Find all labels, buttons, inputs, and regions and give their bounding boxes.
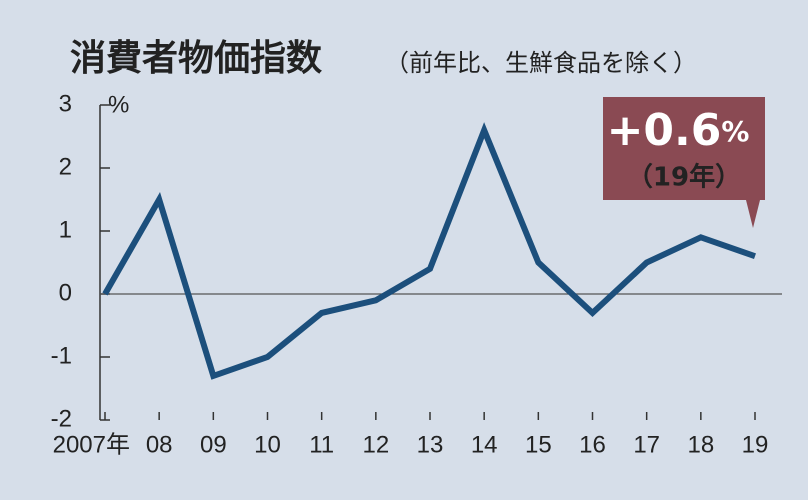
callout-note: （19年） (627, 162, 741, 193)
x-tick-label: 19 (742, 431, 769, 458)
x-tick-label: 10 (254, 431, 281, 458)
y-tick-label: 2 (59, 153, 72, 180)
x-tick-label: 11 (309, 431, 334, 458)
x-tick-label: 08 (146, 431, 173, 458)
y-tick-label: 3 (59, 90, 72, 117)
data-line (102, 122, 756, 380)
chart-subtitle: （前年比、生鮮食品を除く） (385, 49, 697, 77)
x-tick-label: 14 (471, 431, 498, 458)
x-tick-label: 2007年 (53, 431, 130, 458)
y-tick-label: 0 (59, 279, 72, 306)
x-tick-label: 17 (633, 431, 660, 458)
callout-box (603, 97, 765, 228)
callout-number: +0.6 (607, 105, 722, 156)
chart-title: 消費者物価指数 (70, 38, 322, 79)
y-tick-label: -2 (51, 405, 72, 432)
x-tick-label: 18 (687, 431, 714, 458)
x-tick-label: 16 (579, 431, 606, 458)
y-tick-label: 1 (59, 216, 72, 243)
y-tick-label: -1 (51, 342, 72, 369)
x-tick-label: 15 (525, 431, 552, 458)
y-unit: % (108, 91, 129, 118)
callout-unit: % (721, 115, 749, 148)
x-tick-label: 09 (200, 431, 227, 458)
x-tick-label: 12 (362, 431, 389, 458)
callout-value: +0.6% (607, 105, 750, 156)
x-tick-label: 13 (417, 431, 444, 458)
